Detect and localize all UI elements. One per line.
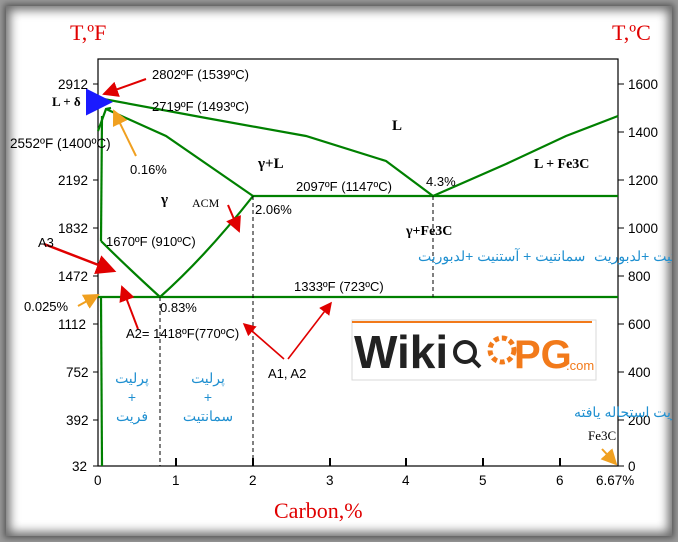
region-transformed-ledeburite: سمانتیت + پرلیت +لدبوریت استحاله یافته xyxy=(574,404,672,421)
x-axis-title: Carbon,% xyxy=(274,498,363,523)
region-pearlite-cementite-2: + xyxy=(204,389,212,405)
percent-016-label: 0.16% xyxy=(130,162,167,177)
right-tick-label: 400 xyxy=(628,365,651,380)
logo-pg-text: PG xyxy=(514,333,572,377)
l-delta-label: L + δ xyxy=(52,94,81,109)
gear-icon xyxy=(487,335,517,365)
left-axis-ticks xyxy=(93,83,98,467)
left-axis-title: T,ºF xyxy=(70,20,106,45)
fe3c-label: Fe3C xyxy=(588,428,616,443)
region-pearlite-ferrite-3: فریت xyxy=(116,408,148,425)
a2-temp-label: A2= 1418ºF(770ºC) xyxy=(126,326,239,341)
percent-083-label: 0.83% xyxy=(160,300,197,315)
right-tick-label: 1600 xyxy=(628,77,658,92)
x-tick-label: 6 xyxy=(556,473,564,488)
right-tick-label: 0 xyxy=(628,459,636,474)
liquidus-right xyxy=(432,114,619,198)
logo-com-text: .com xyxy=(566,358,594,373)
acm-label: ACM xyxy=(192,196,220,210)
temp-2802-label: 2802ºF (1539ºC) xyxy=(152,67,249,82)
right-axis-title: T,ºC xyxy=(612,20,651,45)
x-axis-labels: 0 1 2 3 4 5 6 6.67% xyxy=(94,473,634,488)
liquidus-left xyxy=(97,96,434,197)
x-tick-label: 2 xyxy=(249,473,257,488)
phase-boundaries xyxy=(96,96,619,467)
right-tick-label: 1200 xyxy=(628,173,658,188)
right-tick-label: 800 xyxy=(628,269,651,284)
phase-labels: L L + δ γ+L L + Fe3C γ γ+Fe3C ACM Fe3C xyxy=(52,94,616,443)
region-pearlite-ferrite-1: پرلیت xyxy=(115,370,149,387)
x-tick-label: 6.67% xyxy=(596,473,634,488)
left-tick-label: 2192 xyxy=(58,173,88,188)
gamma-fe3c-label: γ+Fe3C xyxy=(405,224,452,239)
liquid-label: L xyxy=(392,118,402,134)
temp-2097-label: 2097ºF (1147ºC) xyxy=(296,179,392,194)
right-axis-labels: 1600 1400 1200 1000 800 600 400 200 0 xyxy=(628,77,658,474)
right-axis-ticks xyxy=(618,83,624,467)
a1-a2-label: A1, A2 xyxy=(268,366,306,381)
iron-carbon-phase-diagram: T,ºF T,ºC Carbon,% 2912 2552ºF (1400ºC) … xyxy=(10,20,672,523)
x-tick-label: 0 xyxy=(94,473,102,488)
percent-206-label: 2.06% xyxy=(255,202,292,217)
temp-2719-label: 2719ºF (1493ºC) xyxy=(152,99,249,114)
temp-1670-label: 1670ºF (910ºC) xyxy=(106,234,196,249)
gamma-left-boundary xyxy=(99,115,104,242)
a3-line xyxy=(100,240,161,298)
region-cementite-austenite-ledeburite: سمانتیت + آستنیت +لدبوریت xyxy=(418,247,585,265)
left-tick-label: 2912 xyxy=(58,77,88,92)
magnifier-icon xyxy=(453,340,482,369)
right-tick-label: 200 xyxy=(628,413,651,428)
x-tick-label: 1 xyxy=(172,473,180,488)
wikipg-logo: Wiki PG .com xyxy=(351,319,597,381)
x-axis-ticks xyxy=(175,458,561,466)
x-tick-label: 5 xyxy=(479,473,487,488)
a3-label: A3 xyxy=(38,235,54,250)
right-tick-label: 1400 xyxy=(628,125,658,140)
left-tick-label: 2552ºF (1400ºC) xyxy=(10,136,111,151)
left-tick-label: 752 xyxy=(66,365,89,380)
region-cementite-ledeburite: سمانتیت +لدبوریت xyxy=(594,248,672,265)
diagram-panel: T,ºF T,ºC Carbon,% 2912 2552ºF (1400ºC) … xyxy=(6,6,672,536)
right-tick-label: 1000 xyxy=(628,221,658,236)
left-axis-labels: 2912 2552ºF (1400ºC) 2192 1832 1472 1112… xyxy=(10,77,111,474)
logo-wiki-text: Wiki xyxy=(354,326,448,378)
left-tick-label: 32 xyxy=(72,459,87,474)
left-tick-label: 1112 xyxy=(58,317,86,332)
region-pearlite-cementite-3: سمانتیت xyxy=(183,408,233,424)
gamma-label: γ xyxy=(160,192,168,208)
x-tick-label: 3 xyxy=(326,473,334,488)
left-tick-label: 1832 xyxy=(58,221,88,236)
annotation-arrows xyxy=(43,78,618,466)
region-pearlite-ferrite-2: + xyxy=(128,389,136,405)
left-tick-label: 1472 xyxy=(58,269,88,284)
percent-0025-label: 0.025% xyxy=(24,299,69,314)
persian-region-labels: سمانتیت + آستنیت +لدبوریت سمانتیت +لدبور… xyxy=(115,247,672,425)
region-pearlite-cementite-1: پرلیت xyxy=(191,370,225,387)
gamma-l-label: γ+L xyxy=(257,156,284,172)
point-labels: 2802ºF (1539ºC) 2719ºF (1493ºC) 0.16% 20… xyxy=(24,67,456,381)
x-tick-label: 4 xyxy=(402,473,410,488)
l-fe3c-label: L + Fe3C xyxy=(534,157,589,172)
ferrite-solvus xyxy=(99,296,104,467)
percent-43-label: 4.3% xyxy=(426,174,456,189)
acm-line xyxy=(159,195,254,298)
right-tick-label: 600 xyxy=(628,317,651,332)
left-tick-label: 392 xyxy=(66,413,89,428)
temp-1333-label: 1333ºF (723ºC) xyxy=(294,279,384,294)
